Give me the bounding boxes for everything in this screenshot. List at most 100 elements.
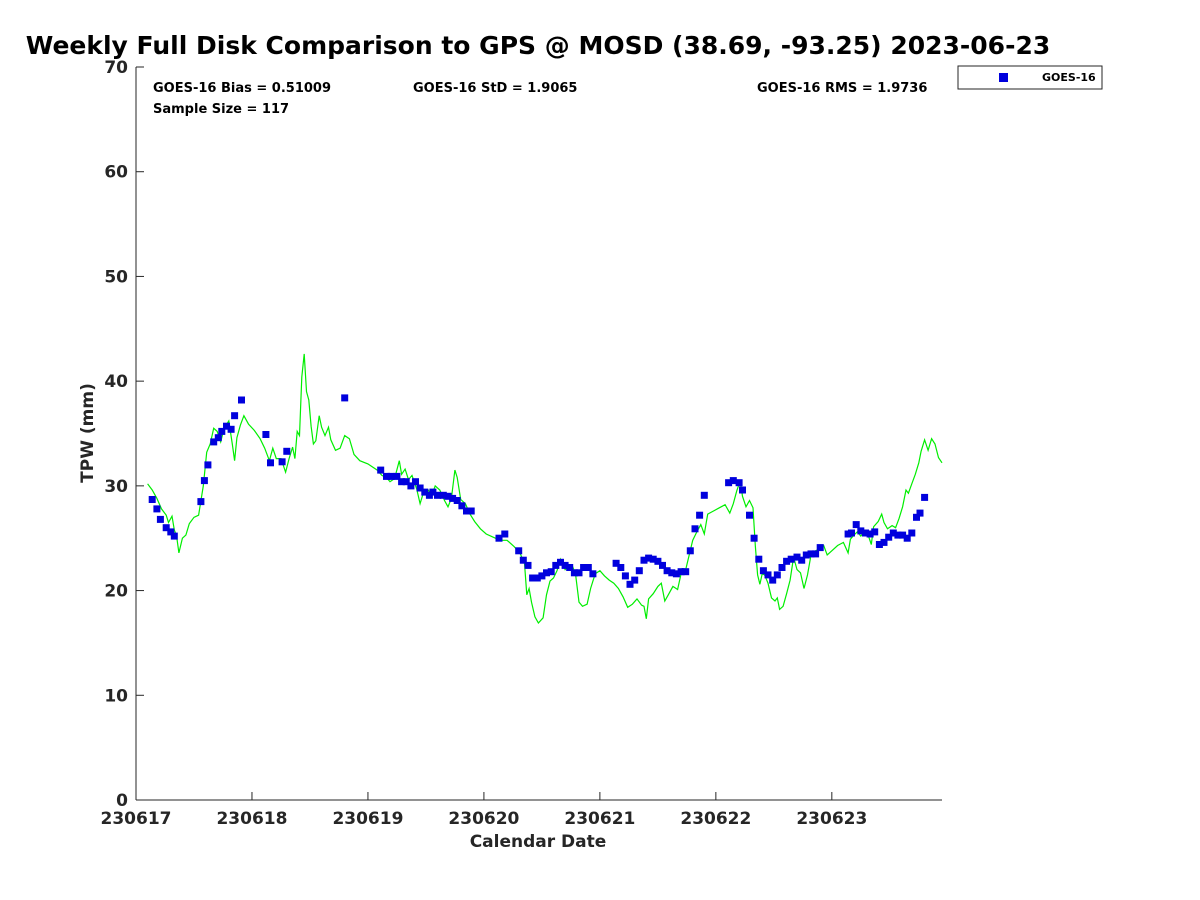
- goes16-series: [148, 394, 929, 588]
- goes16-point: [894, 531, 902, 539]
- goes16-point: [453, 497, 461, 504]
- goes16-point: [852, 521, 860, 529]
- goes16-point: [908, 529, 916, 537]
- y-tick-label: 10: [104, 686, 128, 706]
- goes16-point: [700, 491, 708, 499]
- goes16-point: [200, 477, 208, 485]
- x-tick-label: 230622: [680, 809, 751, 829]
- goes16-point: [223, 422, 230, 430]
- goes16-point: [283, 447, 291, 455]
- goes16-point: [227, 425, 235, 433]
- goes16-point: [848, 529, 855, 537]
- x-tick-label: 230619: [332, 809, 403, 829]
- goes16-point: [691, 525, 699, 533]
- std-stat: GOES-16 StD = 1.9065: [413, 81, 577, 96]
- goes16-point: [538, 572, 546, 580]
- x-tick-label: 230620: [448, 809, 519, 829]
- sample-size-stat: Sample Size = 117: [153, 102, 289, 117]
- goes16-point: [407, 482, 415, 490]
- goes16-point: [866, 530, 874, 538]
- goes16-point: [580, 564, 588, 571]
- goes16-point: [519, 556, 527, 564]
- goes16-point: [663, 567, 671, 575]
- y-tick-label: 40: [104, 372, 128, 392]
- goes16-point: [802, 551, 810, 559]
- goes16-point: [621, 572, 629, 580]
- goes16-point: [204, 461, 212, 469]
- goes16-point: [262, 431, 270, 438]
- goes16-point: [659, 561, 666, 569]
- goes16-point: [645, 554, 653, 562]
- goes16-point: [735, 479, 743, 487]
- goes16-point: [729, 477, 737, 485]
- goes16-point: [783, 557, 791, 565]
- x-ticks: 230617 230618 230619 230620 230621 230622 2306…: [101, 792, 867, 829]
- goes16-point: [913, 513, 920, 521]
- rms-stat: GOES-16 RMS = 1.9736: [757, 81, 927, 96]
- y-axis-label: TPW (mm): [78, 383, 98, 483]
- goes16-point: [439, 491, 447, 499]
- goes16-point: [589, 570, 597, 578]
- x-axis-label: Calendar Date: [470, 832, 607, 852]
- goes16-point: [238, 396, 245, 404]
- goes16-point: [885, 533, 893, 541]
- x-tick-label: 230623: [796, 809, 867, 829]
- goes16-point: [524, 561, 532, 569]
- goes16-point: [383, 472, 390, 480]
- legend: GOES-16: [957, 65, 1103, 90]
- goes16-point: [654, 557, 662, 565]
- goes16-point: [467, 507, 475, 515]
- goes16-point: [278, 458, 286, 466]
- goes16-point: [148, 496, 156, 503]
- goes16-point: [463, 507, 470, 515]
- goes16-point: [495, 534, 503, 542]
- goes16-point: [341, 394, 349, 402]
- goes16-point: [649, 555, 657, 563]
- goes16-point: [197, 498, 205, 506]
- y-tick-label: 20: [104, 582, 128, 602]
- legend-label: GOES-16: [1042, 71, 1096, 84]
- goes16-point: [773, 571, 781, 579]
- y-tick-label: 50: [104, 267, 128, 287]
- goes16-point: [746, 511, 753, 519]
- goes16-point: [880, 538, 888, 546]
- goes16-point: [862, 529, 869, 537]
- goes16-point: [677, 568, 685, 576]
- goes16-point: [570, 569, 578, 577]
- goes16-point: [515, 547, 523, 555]
- goes16-point: [612, 559, 620, 567]
- goes16-point: [170, 532, 178, 540]
- goes16-point: [429, 488, 437, 496]
- goes16-point: [921, 493, 929, 501]
- goes16-point: [547, 568, 555, 576]
- goes16-point: [543, 569, 550, 577]
- goes16-point: [156, 515, 164, 523]
- goes16-point: [416, 484, 424, 492]
- goes16-point: [167, 528, 175, 536]
- goes16-point: [769, 576, 777, 584]
- goes16-point: [387, 472, 395, 480]
- goes16-point: [755, 555, 763, 563]
- goes16-point: [916, 509, 924, 517]
- goes16-point: [903, 534, 911, 542]
- legend-marker-icon: [999, 73, 1008, 82]
- goes16-point: [584, 564, 592, 571]
- goes16-point: [398, 478, 406, 486]
- goes16-point: [696, 511, 704, 519]
- y-tick-label: 60: [104, 163, 128, 183]
- goes16-point: [631, 576, 639, 584]
- goes16-point: [267, 459, 274, 467]
- goes16-point: [501, 530, 509, 538]
- goes16-point: [875, 541, 883, 548]
- x-tick-label: 230621: [564, 809, 635, 829]
- goes16-point: [793, 553, 801, 561]
- goes16-point: [162, 524, 170, 532]
- goes16-point: [529, 574, 537, 582]
- goes16-point: [626, 580, 634, 588]
- y-tick-label: 0: [116, 791, 128, 811]
- goes16-point: [778, 564, 786, 571]
- goes16-point: [857, 527, 865, 535]
- goes16-point: [672, 570, 680, 578]
- goes16-point: [668, 569, 676, 577]
